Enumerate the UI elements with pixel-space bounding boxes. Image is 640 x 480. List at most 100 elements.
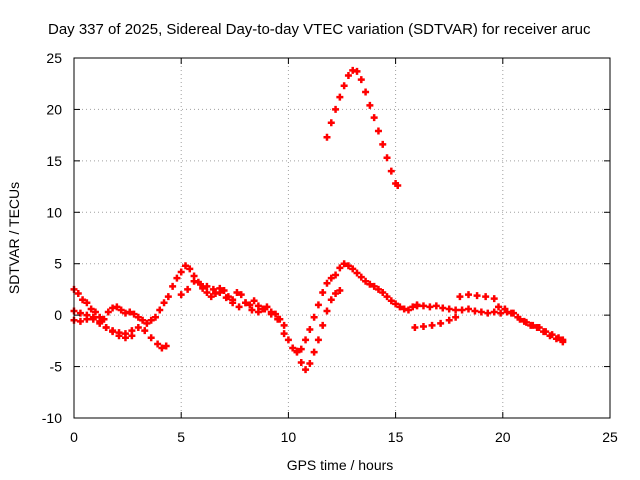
data-point: [445, 316, 453, 324]
x-axis-label: GPS time / hours: [287, 457, 394, 473]
y-tick-label: 15: [46, 153, 62, 169]
data-point: [490, 295, 498, 303]
data-point: [109, 328, 117, 336]
data-point: [374, 285, 382, 293]
y-tick-label: 0: [54, 307, 62, 323]
data-point: [464, 305, 472, 313]
data-point: [520, 317, 528, 325]
data-point: [319, 321, 327, 329]
y-tick-label: -5: [50, 359, 63, 375]
data-point: [314, 301, 322, 309]
data-point: [154, 340, 162, 348]
data-point: [396, 303, 404, 311]
data-point: [104, 308, 112, 316]
data-point: [83, 315, 91, 323]
data-point: [495, 303, 503, 311]
data-point: [484, 309, 492, 317]
data-point: [274, 315, 282, 323]
data-point: [184, 285, 192, 293]
data-point: [323, 279, 331, 287]
data-point: [297, 358, 305, 366]
data-point: [76, 309, 84, 317]
data-point: [173, 274, 181, 282]
data-point: [196, 280, 204, 288]
data-point: [452, 313, 460, 321]
data-point: [261, 305, 269, 313]
data-point: [115, 332, 123, 340]
data-point: [366, 280, 374, 288]
data-point: [302, 366, 310, 374]
axis-ticks: 0 5 10 15 20 25 -10 -5 0 5 10 15 20 25: [42, 50, 618, 445]
data-point: [379, 140, 387, 148]
data-point: [426, 303, 434, 311]
data-point: [164, 293, 172, 301]
data-point: [190, 277, 198, 285]
data-point: [267, 310, 275, 318]
data-point: [162, 342, 170, 350]
data-point: [383, 154, 391, 162]
data-point: [254, 302, 262, 310]
data-point: [254, 308, 262, 316]
data-point: [370, 282, 378, 290]
data-point: [143, 319, 151, 327]
data-point: [344, 262, 352, 270]
data-point: [327, 119, 335, 127]
data-point: [428, 321, 436, 329]
data-point: [473, 292, 481, 300]
data-point: [353, 269, 361, 277]
data-point: [501, 305, 509, 313]
y-tick-label: -10: [42, 410, 62, 426]
data-point: [366, 101, 374, 109]
data-point: [158, 344, 166, 352]
y-axis-label: SDTVAR / TECUs: [6, 182, 22, 294]
data-point: [87, 305, 95, 313]
data-point: [248, 306, 256, 314]
data-point: [169, 282, 177, 290]
data-point: [177, 291, 185, 299]
data-point: [96, 317, 104, 325]
data-point: [289, 344, 297, 352]
data-point: [357, 273, 365, 281]
data-point: [383, 293, 391, 301]
data-point: [507, 309, 515, 317]
data-point: [310, 313, 318, 321]
data-point: [293, 347, 301, 355]
data-point: [490, 308, 498, 316]
data-point: [413, 301, 421, 309]
data-point: [306, 326, 314, 334]
data-point: [445, 305, 453, 313]
data-point: [404, 306, 412, 314]
data-point: [332, 290, 340, 298]
data-point: [160, 299, 168, 307]
data-point: [332, 271, 340, 279]
data-point: [89, 313, 97, 321]
data-point: [216, 289, 224, 297]
data-point: [233, 289, 241, 297]
data-point: [297, 345, 305, 353]
data-point: [147, 316, 155, 324]
data-point: [370, 114, 378, 122]
data-point: [437, 319, 445, 327]
data-point: [540, 328, 548, 336]
data-point: [357, 76, 365, 84]
data-point: [458, 306, 466, 314]
data-point: [121, 334, 129, 342]
data-point: [319, 289, 327, 297]
data-point: [374, 127, 382, 135]
data-point: [181, 262, 189, 270]
data-point: [482, 293, 490, 301]
data-point: [237, 291, 245, 299]
y-tick-label: 20: [46, 101, 62, 117]
data-point: [199, 284, 207, 292]
data-point: [362, 88, 370, 96]
data-point: [130, 310, 138, 318]
data-point: [280, 321, 288, 329]
data-point: [139, 316, 147, 324]
data-point: [177, 268, 185, 276]
data-point: [246, 301, 254, 309]
data-point: [432, 302, 440, 310]
x-tick-label: 10: [281, 429, 297, 445]
data-point: [203, 289, 211, 297]
x-tick-label: 25: [602, 429, 618, 445]
data-point: [151, 313, 159, 321]
